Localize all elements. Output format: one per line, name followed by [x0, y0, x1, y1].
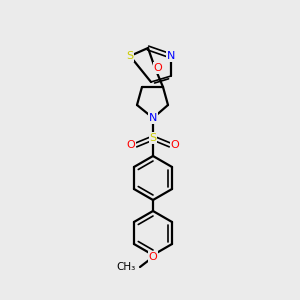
Text: O: O [154, 63, 162, 73]
Text: O: O [171, 140, 179, 150]
Text: CH₃: CH₃ [117, 262, 136, 272]
Text: O: O [127, 140, 135, 150]
Text: N: N [149, 113, 157, 123]
Text: N: N [167, 51, 175, 61]
Text: S: S [149, 133, 157, 143]
Text: O: O [148, 252, 158, 262]
Text: S: S [126, 51, 134, 61]
